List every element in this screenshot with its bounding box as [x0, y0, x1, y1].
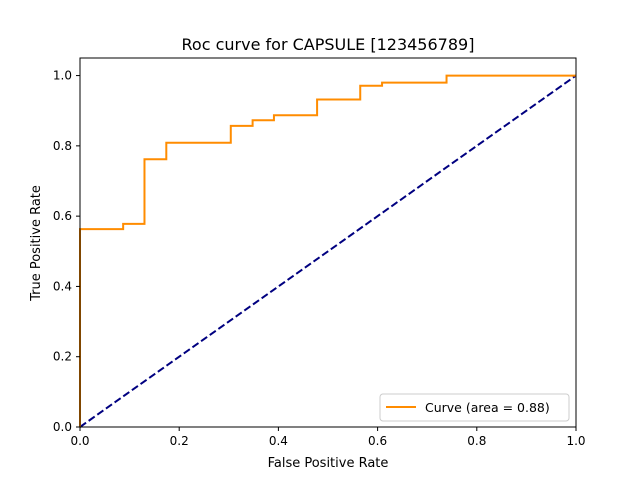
x-tick-label: 0.8: [467, 434, 486, 448]
x-tick-label: 0.4: [269, 434, 288, 448]
y-axis-label: True Positive Rate: [29, 185, 44, 302]
roc-curve-line: [79, 74, 576, 427]
y-tick-label: 0.8: [53, 139, 72, 153]
y-tick-label: 0.4: [53, 279, 72, 293]
x-tick-label: 0.0: [70, 434, 89, 448]
legend-label-curve: Curve (area = 0.88): [425, 400, 550, 415]
ticks-layer: 0.0 0.2 0.4 0.6 0.8 1.0 0.0 0.2 0.4 0.6 0.8 1.0: [53, 69, 586, 448]
chart-title: Roc curve for CAPSULE [123456789]: [182, 35, 475, 54]
legend: Curve (area = 0.88): [379, 393, 570, 422]
x-tick-label: 1.0: [566, 434, 585, 448]
plot-frame: [79, 57, 577, 428]
y-tick-label: 0.0: [53, 420, 72, 434]
baseline-diagonal-line: [79, 74, 577, 428]
x-tick-label: 0.6: [368, 434, 387, 448]
x-axis-label: False Positive Rate: [268, 456, 389, 471]
legend-box: [379, 393, 570, 422]
y-tick-label: 0.6: [53, 209, 72, 223]
y-tick-label: 1.0: [53, 69, 72, 83]
series-layer: [79, 74, 577, 428]
x-tick-label: 0.2: [170, 434, 189, 448]
y-tick-label: 0.2: [53, 350, 72, 364]
